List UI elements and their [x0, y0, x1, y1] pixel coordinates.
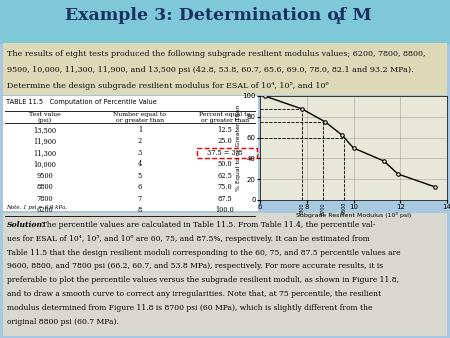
Text: ues for ESAL of 10⁴, 10⁵, and 10⁶ are 60, 75, and 87.5%, respectively. It can be: ues for ESAL of 10⁴, 10⁵, and 10⁶ are 60… [7, 235, 370, 243]
Text: 50.0: 50.0 [218, 160, 232, 168]
Bar [3, 43, 447, 95]
Text: 8700: 8700 [320, 202, 326, 215]
Text: 11,300: 11,300 [33, 149, 57, 157]
Text: TABLE 11.5   Computation of Percentile Value: TABLE 11.5 Computation of Percentile Val… [6, 99, 157, 105]
Text: Number equal to
or greater than: Number equal to or greater than [113, 112, 166, 123]
Text: original 8800 psi (60.7 MPa).: original 8800 psi (60.7 MPa). [7, 318, 119, 325]
Text: 3: 3 [138, 149, 142, 157]
Text: 62.5: 62.5 [217, 172, 233, 180]
Text: Percent equal to
or greater than: Percent equal to or greater than [199, 112, 251, 123]
Text: 75.0: 75.0 [218, 183, 232, 191]
Text: 9600, 8800, and 7800 psi (66.2, 60.7, and 53.8 MPa), respectively. For more accu: 9600, 8800, and 7800 psi (66.2, 60.7, an… [7, 262, 383, 270]
Text: 37.5 = 3/8: 37.5 = 3/8 [207, 149, 243, 157]
Text: Solution:: Solution: [7, 221, 46, 229]
Text: Test value
(psi): Test value (psi) [29, 112, 61, 123]
Text: preferable to plot the percentile values versus the subgrade resilient moduli, a: preferable to plot the percentile values… [7, 276, 399, 284]
Text: modulus determined from Figure 11.8 is 8700 psi (60 MPa), which is slightly diff: modulus determined from Figure 11.8 is 8… [7, 304, 373, 312]
Text: 13,500: 13,500 [33, 126, 57, 134]
Text: The percentile values are calculated in Table 11.5. From Table 11.4, the percent: The percentile values are calculated in … [37, 221, 375, 229]
Text: 9600: 9600 [342, 202, 346, 214]
Text: 6: 6 [138, 183, 142, 191]
Text: and to draw a smooth curve to correct any irregularities. Note that, at 75 perce: and to draw a smooth curve to correct an… [7, 290, 381, 298]
Text: Table 11.5 that the design resilient moduli corresponding to the 60, 75, and 87.: Table 11.5 that the design resilient mod… [7, 249, 400, 257]
Text: Determine the design subgrade resilient modulus for ESAL of 10⁴, 10⁵, and 10⁶: Determine the design subgrade resilient … [7, 82, 328, 90]
Y-axis label: % Equal to or Greater Than: % Equal to or Greater Than [236, 105, 241, 191]
Text: 4: 4 [138, 160, 142, 168]
Text: Note. 1 psi = 6.9 kPa.: Note. 1 psi = 6.9 kPa. [6, 205, 67, 210]
Text: 100.0: 100.0 [216, 206, 234, 214]
Bar [3, 213, 447, 336]
Text: 6200: 6200 [36, 206, 54, 214]
Text: 8800: 8800 [36, 183, 54, 191]
Text: 2: 2 [138, 137, 142, 145]
Text: 5: 5 [138, 172, 142, 180]
Bar [3, 96, 258, 211]
Text: 9500, 10,000, 11,300, 11,900, and 13,500 psi (42.8, 53.8, 60.7, 65.6, 69.0, 78.0: 9500, 10,000, 11,300, 11,900, and 13,500… [7, 66, 414, 74]
Text: 10,000: 10,000 [34, 160, 56, 168]
Text: 7800: 7800 [37, 195, 53, 203]
Text: 12.5: 12.5 [217, 126, 233, 134]
Text: 7800: 7800 [300, 202, 305, 215]
X-axis label: Subgrade Resilient Modulus (10³ psi): Subgrade Resilient Modulus (10³ psi) [296, 212, 411, 218]
Bar [197, 148, 257, 158]
Text: r: r [336, 14, 342, 26]
Bar [0, 0, 450, 43]
Text: 11,900: 11,900 [33, 137, 57, 145]
Text: 87.5: 87.5 [218, 195, 232, 203]
Text: Example 3: Determination of M: Example 3: Determination of M [65, 7, 371, 24]
Text: 8: 8 [138, 206, 142, 214]
Text: The results of eight tests produced the following subgrade resilient modulus val: The results of eight tests produced the … [7, 50, 426, 58]
Text: 9500: 9500 [36, 172, 54, 180]
Text: 1: 1 [138, 126, 142, 134]
Text: 25.0: 25.0 [218, 137, 232, 145]
Text: 7: 7 [138, 195, 142, 203]
